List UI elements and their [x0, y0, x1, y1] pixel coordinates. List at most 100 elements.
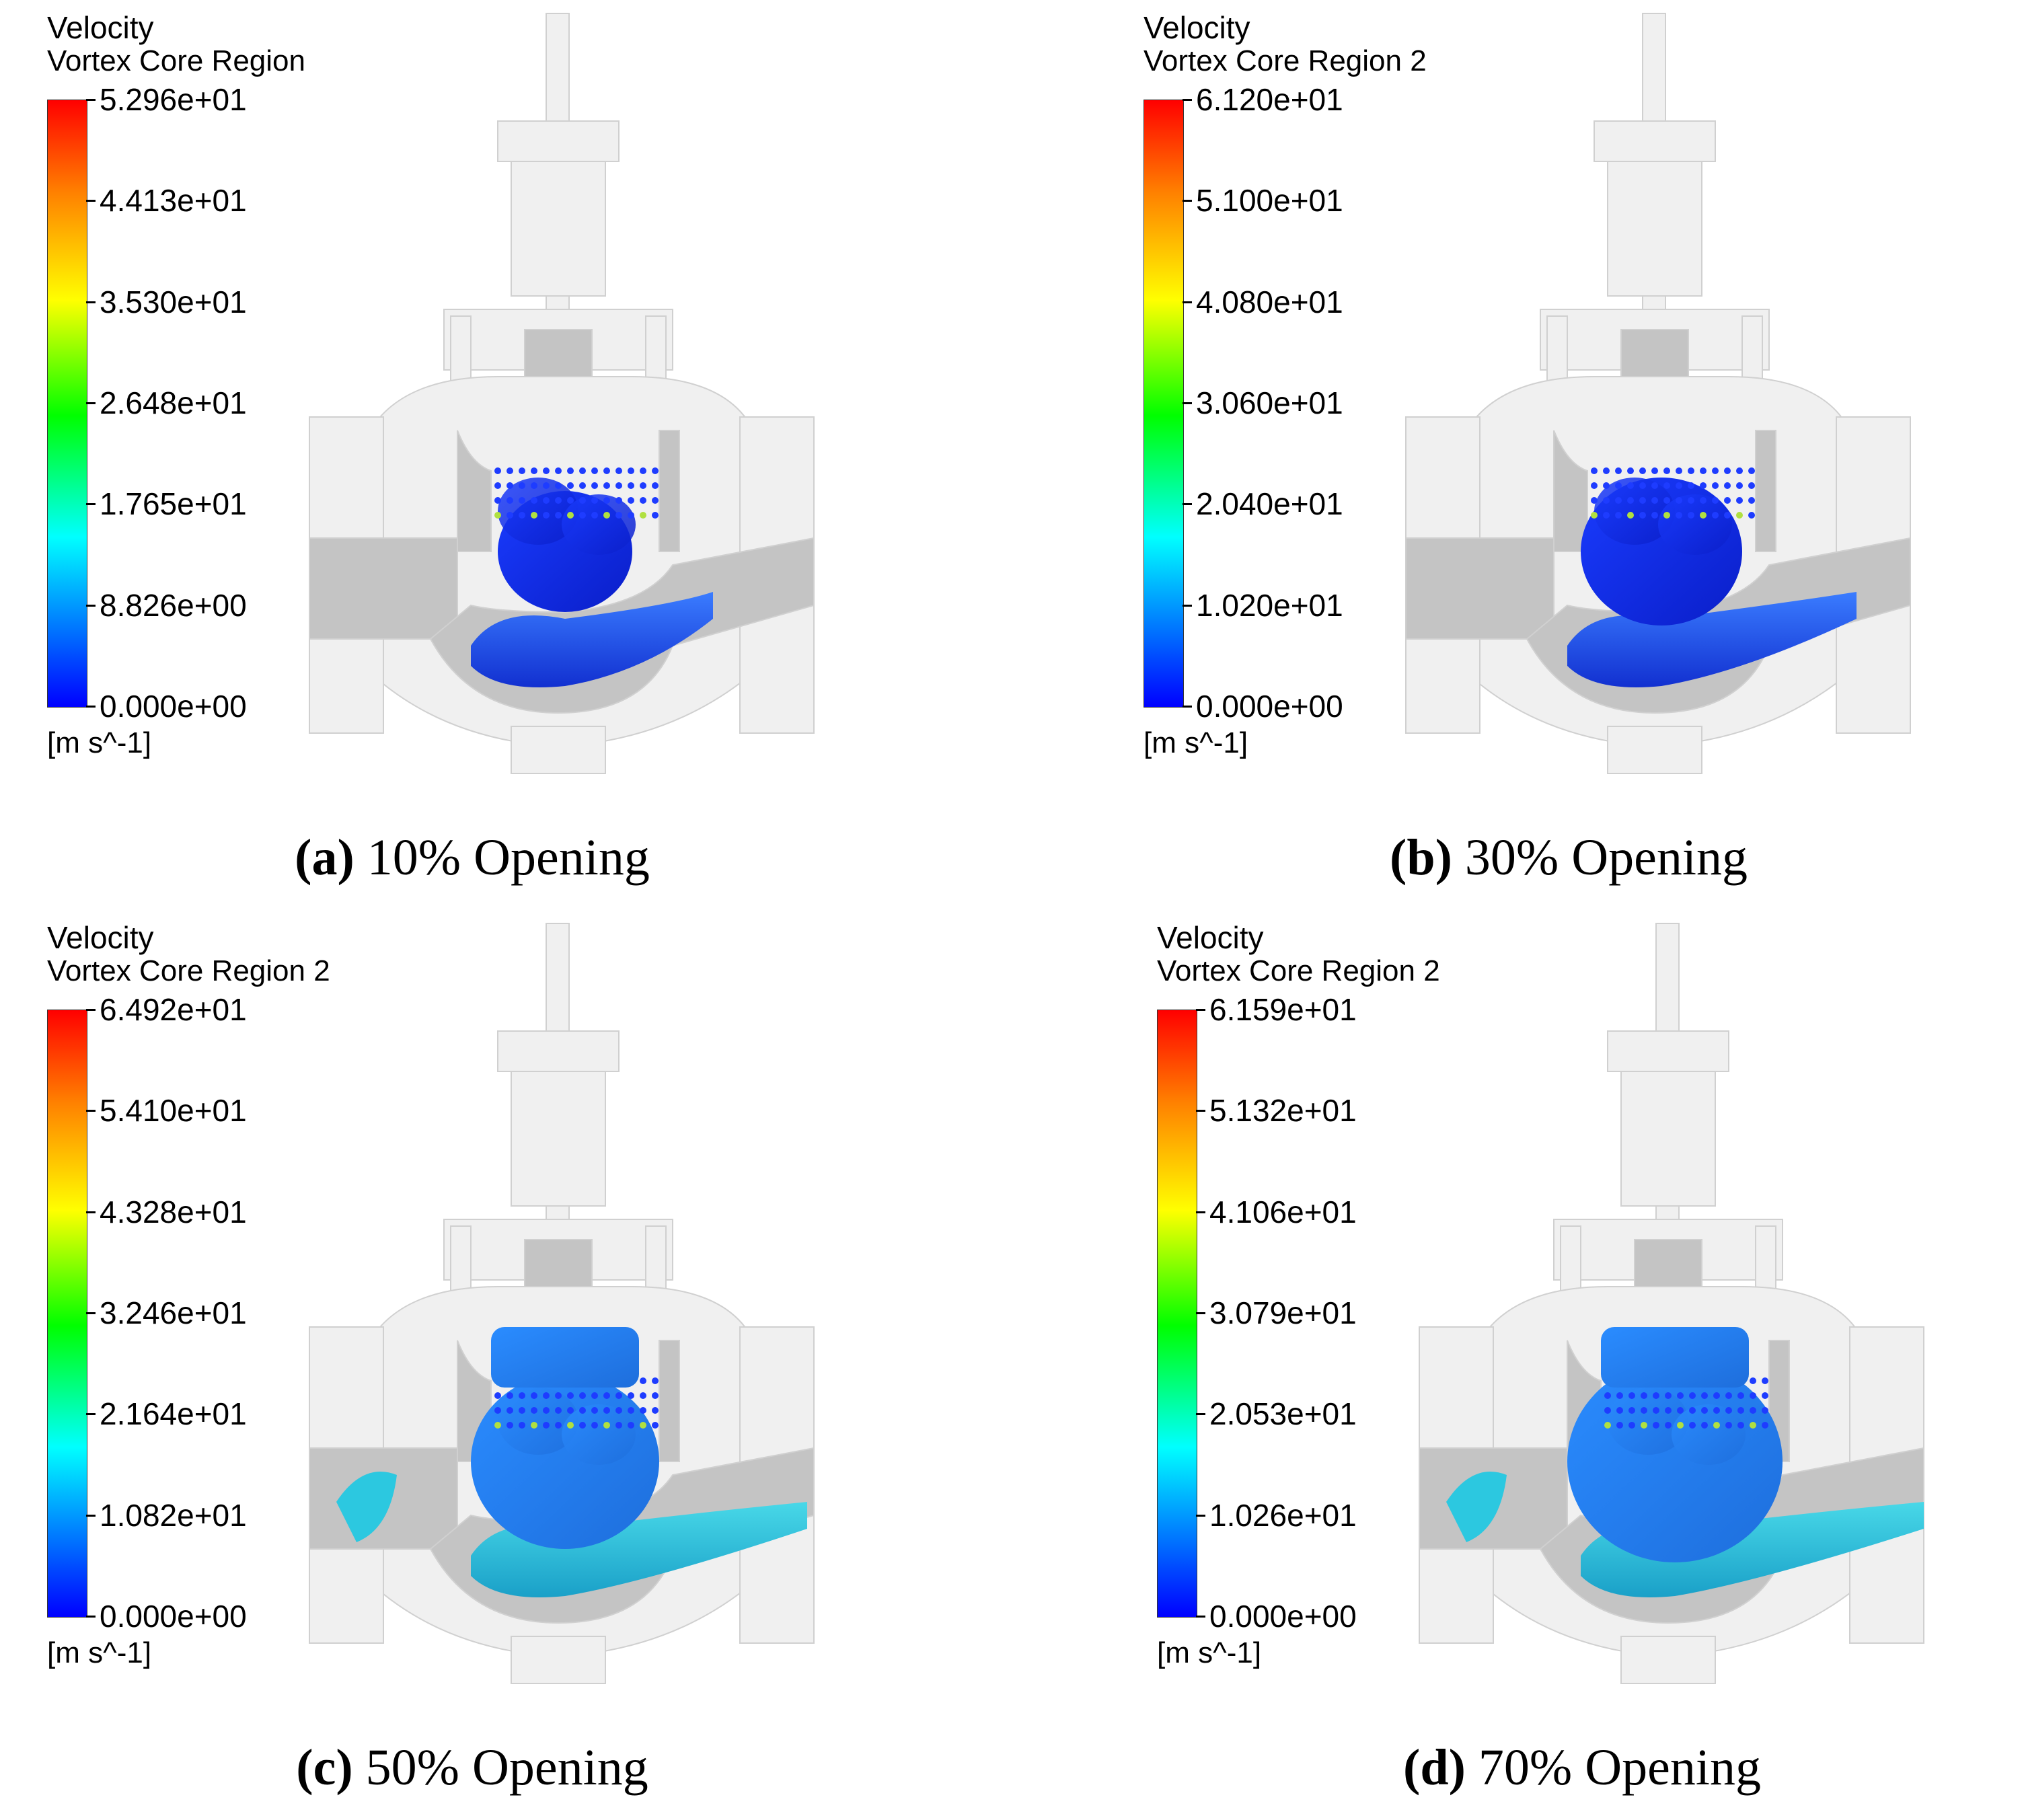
legend-location: Vortex Core Region 2 — [1144, 44, 1427, 77]
cage-hole-dot — [1762, 1377, 1768, 1384]
cage-hole-dot — [1665, 1422, 1672, 1429]
cage-hole-dot — [1653, 1392, 1659, 1399]
vortex-blob — [562, 494, 636, 555]
vortex-blob — [1594, 478, 1675, 545]
cage-hole-dot — [507, 512, 513, 519]
cage-hole-dot — [1748, 497, 1755, 504]
cage-hole-dot — [543, 1422, 550, 1429]
cage-hole-dot — [1663, 482, 1670, 489]
cage-hole-dot — [652, 512, 659, 519]
legend-units: [m s^-1] — [1144, 726, 1248, 759]
bottom-boss — [1607, 726, 1702, 774]
cage-hole-dot — [640, 1377, 646, 1384]
cage-hole-dot — [494, 497, 501, 504]
cage-hole-dot — [567, 467, 574, 474]
vortex-tube — [1581, 1502, 1924, 1597]
cage-hole-dot — [652, 467, 659, 474]
vortex-core-isosurface — [1567, 467, 1857, 687]
cage-hole-dot — [494, 1407, 501, 1414]
panel-caption: (c) 50% Opening — [0, 1737, 944, 1798]
cage-hole-dot — [567, 1392, 574, 1399]
cage-hole-dot — [1603, 512, 1610, 519]
cage-hole-dot — [1604, 1407, 1611, 1414]
legend-location: Vortex Core Region 2 — [1157, 954, 1440, 987]
cage-hole-dot — [1748, 482, 1755, 489]
legend-tick-label: 3.530e+01 — [100, 284, 247, 319]
cage-hole-dot — [615, 1422, 622, 1429]
bonnet-top — [1607, 1030, 1729, 1072]
panel-d: Velocity Vortex Core Region 2 6.159e+01 5… — [1110, 910, 2024, 1820]
cage-hole-dot — [531, 1392, 537, 1399]
cage-hole-dot — [628, 497, 634, 504]
cage-hole-dot — [628, 1422, 634, 1429]
cage-hole-dot — [1653, 1422, 1659, 1429]
cage-hole-dot — [615, 497, 622, 504]
cage-hole-dot — [579, 1407, 586, 1414]
cage-hole-dot — [640, 512, 646, 519]
cage-hole-dot — [628, 467, 634, 474]
legend-tick-mark — [86, 1110, 96, 1112]
cage-hole-dot — [591, 1392, 598, 1399]
cage-hole-dot — [652, 1422, 659, 1429]
legend-variable: Velocity — [1144, 10, 1250, 45]
legend-tick-mark — [86, 1514, 96, 1517]
cage-hole-dot — [1676, 497, 1682, 504]
cage-hole-dot — [567, 1422, 574, 1429]
cage-hole-dot — [507, 482, 513, 489]
cage-hole-dot — [567, 497, 574, 504]
legend-variable: Velocity — [47, 10, 154, 45]
legend-tick-mark — [1183, 402, 1192, 404]
cage-hole-dot — [1700, 512, 1707, 519]
cage-hole-vortices — [494, 467, 659, 519]
cage-hole-dot — [652, 1392, 659, 1399]
inlet-vortex — [1446, 1472, 1507, 1542]
cage-hole-dot — [519, 1422, 525, 1429]
cage-hole-dot — [615, 467, 622, 474]
cage-hole-dot — [579, 467, 586, 474]
cage-hole-dot — [1712, 482, 1719, 489]
cage-hole-dot — [1701, 1392, 1708, 1399]
cage-hole-dot — [494, 467, 501, 474]
inlet-vortex — [336, 1472, 397, 1542]
cage-hole-dot — [555, 1422, 562, 1429]
cage-hole-dot — [519, 497, 525, 504]
vortex-blob — [1658, 494, 1732, 555]
cage-hole-dot — [1615, 497, 1622, 504]
cage-hole-dot — [1724, 512, 1731, 519]
cage-hole-dot — [1688, 512, 1694, 519]
cage-hole-dot — [507, 1392, 513, 1399]
cage-hole-dot — [1665, 1407, 1672, 1414]
vortex-blob — [498, 1388, 578, 1455]
cage-hole-dot — [603, 1422, 610, 1429]
legend-tick-mark — [86, 604, 96, 607]
cage-hole-dot — [579, 1422, 586, 1429]
color-legend-bar — [1144, 100, 1184, 708]
cage-hole-dot — [555, 1392, 562, 1399]
cage-hole-dot — [543, 1407, 550, 1414]
bottom-boss — [1620, 1636, 1716, 1684]
cage-hole-dot — [591, 1422, 598, 1429]
cage-hole-dot — [652, 482, 659, 489]
cage-hole-dot — [591, 482, 598, 489]
cage-hole-dot — [591, 467, 598, 474]
bonnet-top — [497, 1030, 620, 1072]
bonnet — [1607, 161, 1702, 297]
legend-location: Vortex Core Region 2 — [47, 954, 330, 987]
color-legend-bar — [47, 100, 87, 708]
legend-tick-mark — [86, 200, 96, 202]
legend-location: Vortex Core Region — [47, 44, 305, 77]
cage-hole-dot — [555, 482, 562, 489]
valve-vortex-render — [1405, 13, 1911, 774]
legend-variable: Velocity — [47, 920, 154, 955]
plug-vortex — [491, 1327, 639, 1388]
legend-tick-label: 1.020e+01 — [1196, 587, 1343, 623]
vortex-core-isosurface — [336, 1327, 807, 1597]
cage-hole-dot — [579, 512, 586, 519]
cage-hole-dot — [1677, 1422, 1684, 1429]
legend-tick-label: 6.492e+01 — [100, 992, 247, 1027]
cage-hole-dot — [555, 467, 562, 474]
cage-hole-dot — [1603, 467, 1610, 474]
cage-hole-dot — [1700, 497, 1707, 504]
cage-hole-dot — [1616, 1392, 1623, 1399]
cage-hole-dot — [543, 1392, 550, 1399]
